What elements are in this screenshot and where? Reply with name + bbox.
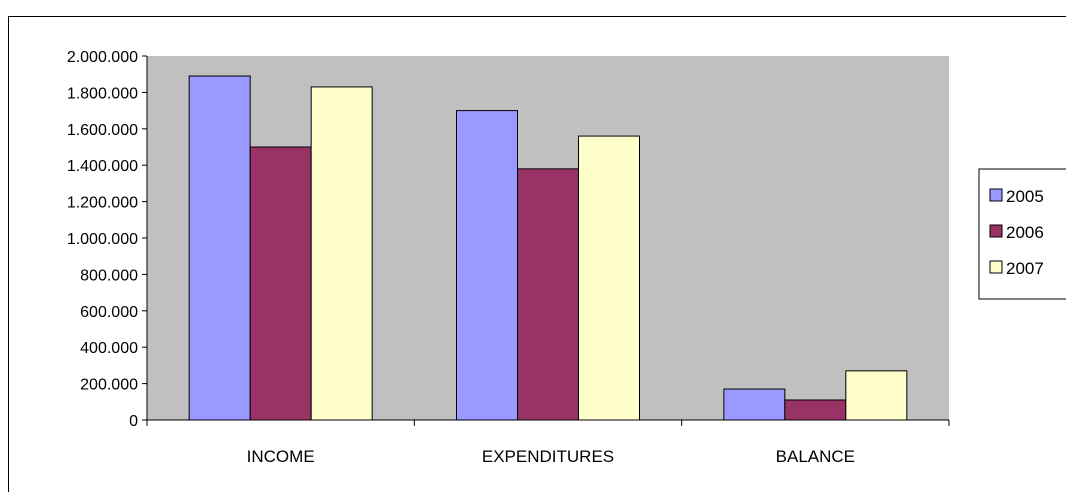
y-tick-label: 1.400.000 [67,158,138,175]
bar-2005-balance [723,388,786,421]
legend: 2005 2006 2007 [978,168,1066,300]
bar-2007-balance [845,370,908,421]
legend-swatch [989,260,1003,274]
bar-2005-expenditures [456,110,518,421]
y-axis: 0 200.000 400.000 600.000 800.000 1.000.000 1.… [67,49,148,430]
x-axis: INCOME EXPENDITURES BALANCE [146,419,950,466]
x-category-label: BALANCE [776,447,855,466]
x-category-label: INCOME [247,447,315,466]
y-tick-label: 1.200.000 [67,195,138,212]
y-tick-label: 200.000 [80,377,138,394]
bars [188,75,908,421]
bar-2006-income [249,146,312,421]
y-tick-label: 2.000.000 [67,49,138,66]
bar-2006-balance [784,399,847,421]
y-tick-label: 600.000 [80,304,138,321]
legend-swatch [989,224,1003,238]
bar-chart: 0 200.000 400.000 600.000 800.000 1.000.000 1.… [67,49,1066,466]
bar-2007-expenditures [578,135,640,421]
y-tick-label: 1.000.000 [67,231,138,248]
legend-label: 2007 [1006,259,1044,278]
legend-label: 2005 [1006,187,1044,206]
y-tick-label: 1.800.000 [67,85,138,102]
y-tick-label: 1.600.000 [67,122,138,139]
x-category-label: EXPENDITURES [482,447,614,466]
y-tick-label: 400.000 [80,340,138,357]
bar-2005-income [188,75,251,421]
legend-swatch [989,188,1003,202]
legend-label: 2006 [1006,223,1044,242]
bar-2006-expenditures [517,168,579,421]
y-tick-label: 800.000 [80,267,138,284]
bar-2007-income [310,86,373,421]
chart-area: 0 200.000 400.000 600.000 800.000 1.000.000 1.… [8,16,1066,492]
y-tick-label: 0 [129,413,138,430]
